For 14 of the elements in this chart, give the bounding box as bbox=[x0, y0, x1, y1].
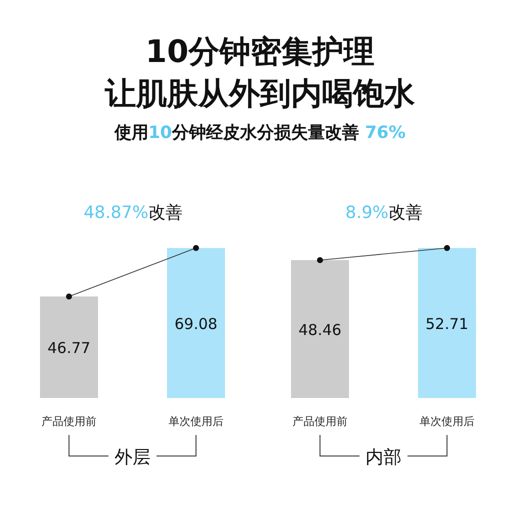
data-label: 69.08 bbox=[174, 315, 218, 333]
x-tick-label: 产品使用前 bbox=[42, 415, 96, 428]
x-tick-label: 产品使用前 bbox=[292, 415, 348, 428]
x-axis-title: 外层 bbox=[114, 447, 150, 468]
text: 使用10分钟经皮水分损失量改善 76% bbox=[113, 122, 406, 143]
text: 10分钟密集护理让肌肤从外到内喝饱水 bbox=[104, 34, 416, 112]
text: 48.87%改善 bbox=[84, 203, 182, 223]
data-label: 48.46 bbox=[298, 321, 342, 340]
x-tick-label: 单次使用后 bbox=[168, 415, 224, 428]
data-label: 46.77 bbox=[48, 339, 90, 358]
text: 8.9%改善 bbox=[345, 203, 423, 223]
data-label: 52.71 bbox=[426, 315, 468, 333]
x-axis-title: 内部 bbox=[366, 447, 402, 468]
x-tick-label: 单次使用后 bbox=[420, 415, 474, 428]
